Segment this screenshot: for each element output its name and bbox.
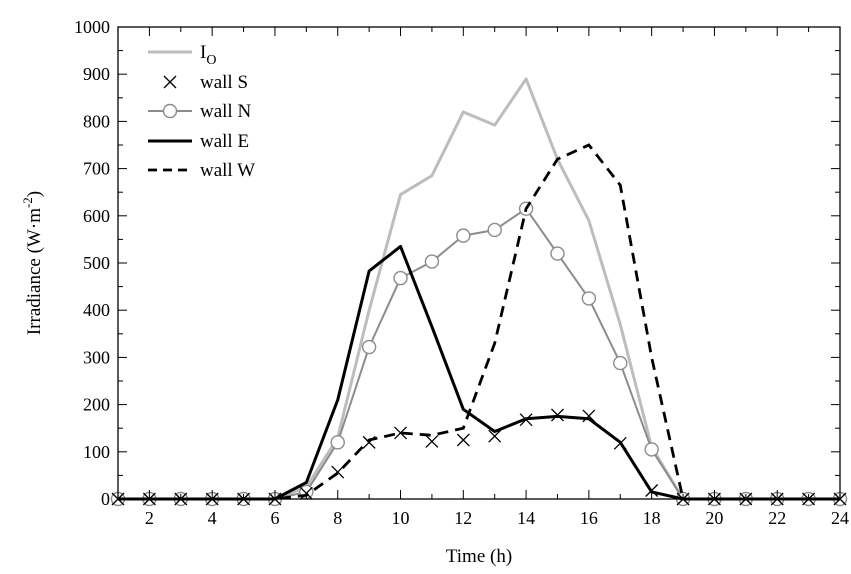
legend-item-s: wall S: [163, 72, 248, 93]
x-tick-label: 4: [208, 508, 217, 528]
series-n-point: [613, 355, 628, 371]
series-s-point: [456, 433, 470, 447]
series-e: [118, 244, 840, 501]
y-tick-label: 0: [101, 489, 110, 509]
legend-label-e: wall E: [200, 131, 249, 152]
series-s-point: [519, 413, 533, 427]
series-n-point: [424, 254, 440, 269]
legend-label-w: wall W: [200, 160, 255, 181]
x-tick-label: 6: [270, 508, 279, 528]
series-n-line: [118, 207, 840, 500]
x-tick-label: 16: [580, 508, 598, 528]
series-s-point: [613, 436, 627, 450]
y-tick-label: 600: [83, 206, 110, 226]
legend-label-io-text: I: [200, 42, 206, 63]
y-axis-title-sup: -2: [20, 197, 35, 208]
legend-label-n: wall N: [200, 101, 251, 122]
legend-item-n: wall N: [148, 101, 251, 122]
y-tick-label: 100: [83, 442, 110, 462]
x-tick-label: 20: [705, 508, 723, 528]
y-tick-label: 700: [83, 159, 110, 179]
series-n: [110, 201, 848, 507]
x-tick-label: 12: [454, 508, 472, 528]
x-tick-label: 18: [643, 508, 661, 528]
series-s-point: [582, 409, 596, 423]
series-n-point: [581, 291, 597, 306]
y-axis-title: Irradiance (W·m-2): [20, 191, 45, 335]
series-w-line: [118, 143, 840, 501]
legend-item-w: wall W: [148, 160, 255, 181]
y-tick-label: 300: [83, 347, 110, 367]
y-tick-label: 900: [83, 64, 110, 84]
y-axis-title-close: ): [24, 191, 45, 197]
plot-frame: [117, 26, 841, 500]
series-n-point: [330, 435, 345, 450]
y-tick-label: 1000: [74, 17, 110, 37]
y-tick-label: 500: [83, 253, 110, 273]
x-tick-label: 8: [333, 508, 342, 528]
legend-swatch-s: [163, 75, 177, 89]
axes-layer: 2 4 6 8 10 12 14 16 18 20 22 2401002003004005006007…: [74, 17, 849, 528]
series-s-point: [425, 434, 439, 448]
y-tick-label: 800: [83, 111, 110, 131]
series-w: [118, 143, 840, 501]
x-tick-label: 22: [768, 508, 786, 528]
x-tick-label: 24: [831, 508, 849, 528]
series-n-point: [550, 246, 565, 261]
series-s-point: [488, 429, 502, 443]
series-s-point: [362, 435, 376, 449]
y-tick-label: 400: [83, 300, 110, 320]
legend-label-s: wall S: [200, 72, 248, 93]
legend-item-e: wall E: [148, 131, 249, 152]
series-s-point: [331, 465, 345, 479]
legend-label-w-text: wall W: [200, 160, 255, 181]
x-tick-label: 10: [392, 508, 410, 528]
x-axis-title: Time (h): [446, 546, 512, 567]
legend-label-s-text: wall S: [200, 72, 248, 93]
series-n-point: [361, 339, 377, 355]
legend-label-n-text: wall N: [200, 101, 251, 122]
y-tick-label: 200: [83, 395, 110, 415]
y-axis-title-main: Irradiance (W·m: [24, 208, 45, 335]
series-s-point: [394, 426, 407, 440]
legend-swatch-n-marker: [162, 103, 178, 119]
series-n-point: [644, 442, 659, 457]
series-s-point: [551, 408, 564, 422]
legend-label-io-subscript: O: [206, 53, 216, 68]
x-tick-label: 2: [145, 508, 154, 528]
series-n-point: [393, 270, 408, 286]
series-s-point: [299, 486, 313, 500]
legend-item-io: IO: [148, 42, 216, 68]
series-n-point: [456, 228, 471, 243]
x-tick-label: 14: [517, 508, 535, 528]
legend-label-e-text: wall E: [200, 131, 249, 152]
series-n-point: [487, 222, 502, 238]
series-e-line: [118, 244, 840, 501]
legend-label-io: IO: [200, 42, 216, 68]
series-s: [111, 408, 847, 506]
